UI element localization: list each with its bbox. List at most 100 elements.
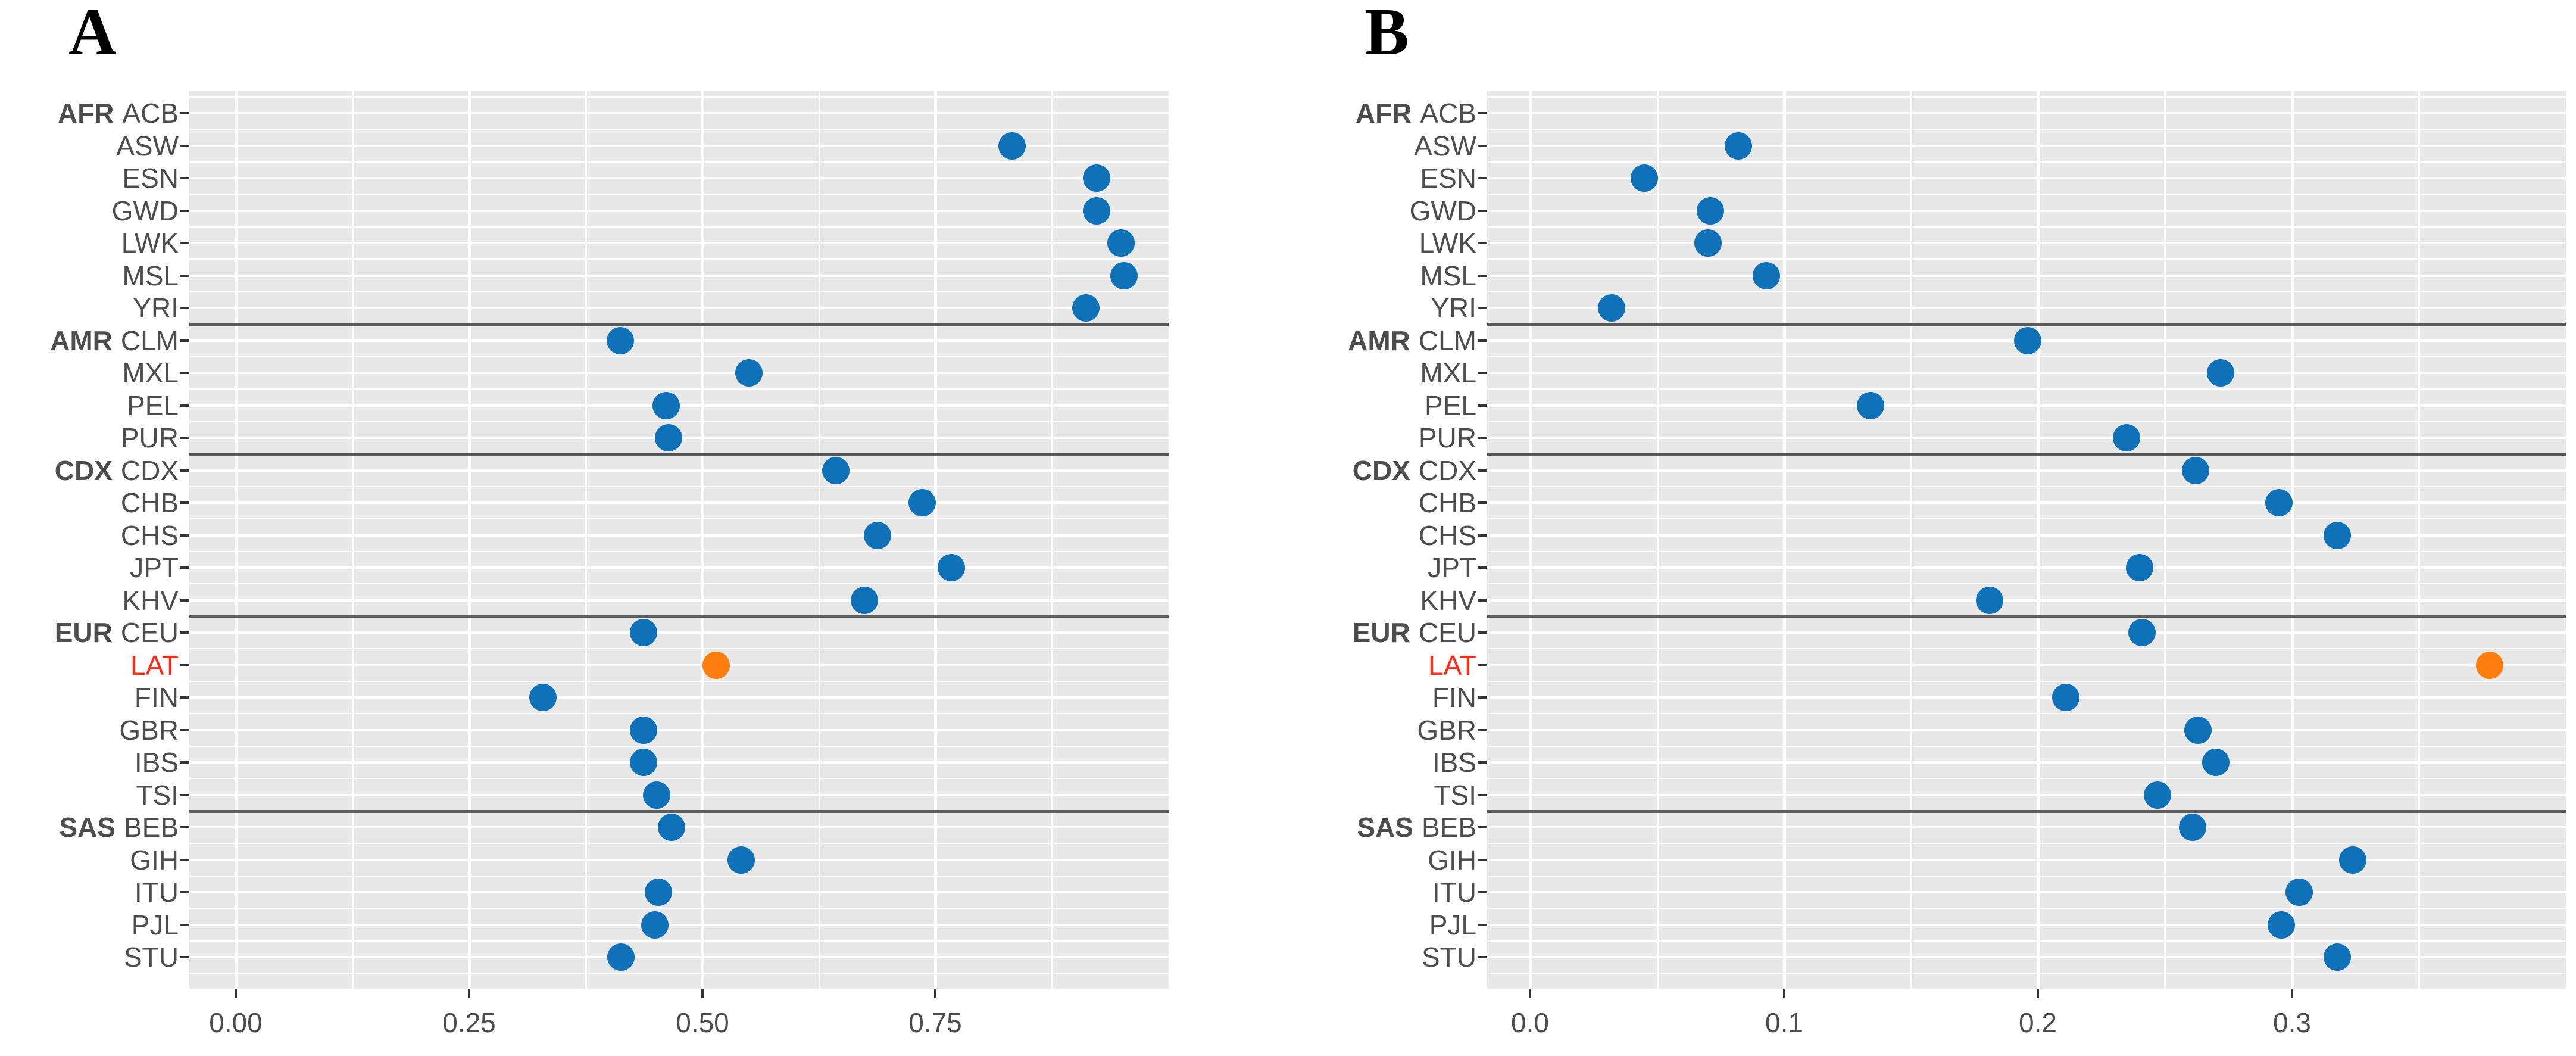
h-gridline-major: [189, 339, 1169, 342]
y-axis-label-pel: PEL: [1201, 390, 1476, 422]
h-gridline-major: [189, 794, 1169, 796]
data-point-ibs: [630, 749, 657, 776]
data-point-msl: [1110, 262, 1138, 289]
data-point-ceu: [2128, 619, 2156, 646]
y-axis-tick: [1478, 534, 1487, 537]
h-gridline-major: [189, 469, 1169, 472]
h-gridline-minor: [189, 876, 1169, 877]
y-axis-tick: [180, 242, 189, 244]
population-code-label: LWK: [1419, 228, 1476, 258]
h-gridline-minor: [1487, 843, 2566, 844]
y-axis-label-chs: CHS: [1201, 519, 1476, 552]
h-gridline-minor: [1487, 161, 2566, 163]
data-point-itu: [645, 879, 672, 906]
y-axis-label-chb: CHB: [1201, 487, 1476, 519]
population-code-label: ESN: [1420, 163, 1476, 194]
data-point-cdx: [2182, 457, 2209, 484]
y-axis-label-ibs: IBS: [0, 746, 179, 778]
y-axis-label-tsi: TSI: [1201, 779, 1476, 811]
y-axis-label-mxl: MXL: [1201, 357, 1476, 389]
h-gridline-major: [1487, 761, 2566, 764]
y-axis-tick: [1478, 372, 1487, 374]
h-gridline-minor: [189, 486, 1169, 487]
data-point-asw: [1725, 132, 1752, 160]
group-label-eur: EUR: [1352, 617, 1410, 648]
group-separator-line: [189, 810, 1169, 813]
y-axis-label-lwk: LWK: [1201, 227, 1476, 259]
data-point-pjl: [2268, 911, 2295, 939]
data-point-fin: [529, 684, 557, 711]
group-separator-line: [1487, 615, 2566, 618]
h-gridline-minor: [1487, 96, 2566, 98]
h-gridline-minor: [1487, 226, 2566, 228]
y-axis-tick: [1478, 501, 1487, 504]
group-separator-line: [189, 453, 1169, 456]
y-axis-label-cdx: CDX CDX: [1201, 454, 1476, 487]
h-gridline-minor: [189, 746, 1169, 747]
population-code-label: CHS: [1418, 520, 1476, 551]
h-gridline-major: [1487, 826, 2566, 828]
h-gridline-major: [189, 761, 1169, 764]
x-axis-tick-label: 0.1: [1765, 1007, 1803, 1038]
y-axis-label-stu: STU: [0, 941, 179, 973]
group-label-eur: EUR: [54, 617, 113, 648]
x-axis-tick: [2037, 989, 2039, 998]
x-axis-tick: [468, 989, 470, 998]
h-gridline-major: [189, 956, 1169, 958]
population-code-label: PUR: [120, 422, 179, 453]
population-code-label: CHS: [120, 520, 179, 551]
data-point-chs: [864, 522, 891, 549]
x-axis-tick-label: 0.2: [2019, 1007, 2057, 1038]
y-axis-label-gwd: GWD: [0, 195, 179, 227]
h-gridline-major: [189, 924, 1169, 926]
population-code-label: FIN: [1432, 682, 1476, 713]
population-code-label: GIH: [130, 845, 179, 876]
h-gridline-minor: [1487, 486, 2566, 487]
data-point-stu: [607, 943, 635, 971]
data-point-chb: [908, 489, 936, 516]
h-gridline-minor: [1487, 258, 2566, 260]
y-axis-label-beb: SAS BEB: [1201, 811, 1476, 843]
h-gridline-minor: [189, 973, 1169, 974]
y-axis-tick: [1478, 242, 1487, 244]
y-axis-label-acb: AFR ACB: [1201, 97, 1476, 129]
v-gridline-minor: [1910, 91, 1912, 989]
y-axis-label-yri: YRI: [1201, 292, 1476, 324]
data-point-pel: [652, 392, 680, 419]
population-code-label: CDX: [120, 455, 179, 486]
y-axis-label-lat: LAT: [1201, 649, 1476, 681]
h-gridline-major: [1487, 924, 2566, 926]
y-axis-label-esn: ESN: [0, 162, 179, 194]
data-point-jpt: [938, 554, 965, 581]
population-code-label: ITU: [1432, 877, 1476, 908]
h-gridline-major: [1487, 891, 2566, 893]
h-gridline-major: [1487, 145, 2566, 147]
population-code-label: IBS: [1432, 747, 1476, 778]
h-gridline-minor: [189, 583, 1169, 584]
y-axis-tick: [1478, 631, 1487, 634]
v-gridline-minor: [585, 91, 587, 989]
population-code-label: ACB: [1420, 98, 1476, 129]
population-code-label: CEU: [120, 617, 179, 648]
y-axis-label-pur: PUR: [1201, 422, 1476, 454]
x-axis-tick-label: 0.0: [1511, 1007, 1549, 1038]
h-gridline-major: [1487, 859, 2566, 861]
population-code-label: MSL: [122, 260, 179, 291]
group-label-sas: SAS: [1357, 812, 1413, 843]
data-point-khv: [1976, 587, 2003, 614]
v-gridline-major: [2291, 91, 2294, 989]
data-point-lwk: [1107, 229, 1135, 257]
y-axis-tick: [180, 145, 189, 147]
panel-b-title: B: [1365, 0, 1409, 69]
y-axis-label-gwd: GWD: [1201, 195, 1476, 227]
y-axis-tick: [1478, 469, 1487, 472]
h-gridline-minor: [189, 194, 1169, 195]
h-gridline-minor: [1487, 518, 2566, 519]
y-axis-tick: [1478, 599, 1487, 602]
group-label-cdx: CDX: [1352, 455, 1410, 486]
h-gridline-minor: [1487, 583, 2566, 584]
data-point-gbr: [2184, 717, 2212, 744]
y-axis-tick: [1478, 826, 1487, 828]
data-point-pjl: [641, 911, 669, 939]
data-point-mxl: [2207, 359, 2234, 387]
